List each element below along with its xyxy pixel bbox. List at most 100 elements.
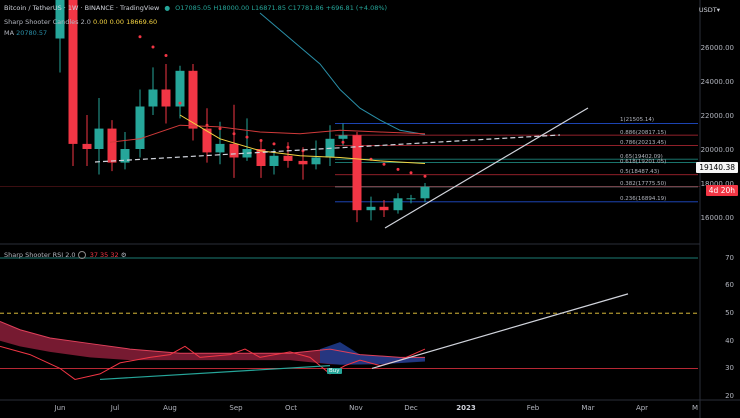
- sar-dot: [409, 171, 413, 175]
- rsi-ribbon-blue: [320, 342, 425, 365]
- settings-icon[interactable]: ⚙: [120, 251, 127, 259]
- ma-line: [259, 12, 426, 136]
- candle: [406, 198, 416, 200]
- chart-title-bar: Bitcoin / TetherUS · 1W · BINANCE · Trad…: [4, 4, 387, 12]
- rsi-line: [0, 321, 425, 358]
- price-tick: 22000.00: [700, 112, 734, 120]
- sar-dot: [355, 150, 359, 154]
- candle: [420, 186, 430, 199]
- candle: [148, 89, 158, 107]
- time-tick: Dec: [404, 404, 418, 412]
- rsi-tick: 60: [725, 281, 734, 289]
- time-tick: Oct: [284, 404, 298, 412]
- fib-label: 0.786(20213.45): [620, 140, 667, 146]
- price-tick: 18000.00: [700, 180, 734, 188]
- rsi-tick: 30: [725, 364, 734, 372]
- symbol-title[interactable]: Bitcoin / TetherUS · 1W · BINANCE · Trad…: [4, 4, 160, 12]
- time-tick: Jun: [54, 404, 66, 412]
- sar-dot: [382, 162, 386, 166]
- candle: [298, 160, 308, 165]
- candle: [338, 135, 348, 139]
- time-tick: Aug: [163, 404, 177, 412]
- time-tick: Apr: [635, 404, 649, 412]
- candle: [379, 206, 389, 211]
- price-tick: 20000.00: [700, 146, 734, 154]
- sar-dot: [218, 127, 222, 131]
- price-tick: 24000.00: [700, 78, 734, 86]
- rsi-support-line: [99, 365, 331, 381]
- fib-label: 0.618(19201.05): [620, 159, 667, 165]
- rsi-tick: 40: [725, 337, 734, 345]
- fib-label: 0.886(20817.15): [620, 130, 667, 136]
- sar-dot: [272, 142, 276, 146]
- uptrend-line: [384, 107, 589, 229]
- fib-label: 0.65(19402.09): [620, 154, 663, 160]
- candles-indicator-legend[interactable]: Sharp Shooter Candles 2.0 0.00 0.00 1866…: [4, 18, 157, 26]
- sar-dot: [164, 54, 168, 57]
- candle: [107, 128, 117, 163]
- ma-indicator-legend[interactable]: MA 20780.57: [4, 29, 47, 37]
- rsi-fast-line: [0, 345, 426, 380]
- price-tick: 26000.00: [700, 44, 734, 52]
- rsi-ribbon: [0, 321, 425, 365]
- ohlc-values: O17085.05 H18000.00 L16871.85 C17781.86 …: [175, 4, 388, 12]
- rsi-tick: 70: [725, 254, 734, 262]
- band-line: [109, 124, 426, 143]
- candle: [366, 206, 376, 211]
- time-tick: Nov: [349, 404, 363, 412]
- indicator-name: Sharp Shooter Candles 2.0: [4, 18, 91, 26]
- chevron-down-icon: ▾: [716, 6, 720, 14]
- rsi-tick: 20: [725, 392, 734, 400]
- signal-line: [179, 114, 426, 164]
- time-tick: Feb: [526, 404, 540, 412]
- fib-label: 1(21505.14): [620, 117, 655, 123]
- candle: [175, 70, 185, 107]
- fib-label: 0.236(16894.19): [620, 196, 667, 202]
- rsi-indicator-legend[interactable]: Sharp Shooter RSI 2.0 37 35 32 ⚙: [4, 251, 127, 259]
- ma-value: 20780.57: [16, 29, 48, 37]
- sar-dot: [245, 135, 249, 139]
- rsi-params: 37 35 32: [89, 251, 119, 259]
- time-tick: Sep: [229, 404, 243, 412]
- time-tick: M: [691, 404, 699, 412]
- sar-dot: [286, 145, 290, 149]
- candle: [202, 128, 212, 153]
- candle: [352, 135, 362, 211]
- rsi-tick: 50: [725, 309, 734, 317]
- candle: [94, 128, 104, 149]
- sar-dot: [191, 113, 195, 117]
- time-tick: 2023: [456, 404, 476, 412]
- dashed-trendline: [94, 134, 561, 163]
- candle: [393, 198, 403, 211]
- time-tick: Mar: [581, 404, 595, 412]
- rsi-name: Sharp Shooter RSI 2.0: [4, 251, 76, 259]
- sar-dot: [396, 167, 400, 171]
- sar-dot: [151, 45, 155, 49]
- fib-label: 0.5(18487.43): [620, 169, 660, 175]
- candle: [120, 149, 130, 163]
- countdown-badge: 4d 20h: [705, 185, 738, 196]
- sar-dot: [423, 174, 427, 178]
- candle: [283, 155, 293, 161]
- rsi-uptrend-line: [371, 293, 629, 369]
- ma-name: MA: [4, 29, 15, 37]
- candle: [68, 0, 78, 144]
- candle: [229, 143, 239, 158]
- currency-selector[interactable]: USDT▾: [699, 6, 720, 14]
- fib-label: 0.382(17775.50): [620, 181, 667, 187]
- price-tick: 16000.00: [700, 214, 734, 222]
- candle: [55, 0, 65, 39]
- buy-signal-label: Buy: [327, 368, 342, 374]
- live-dot-icon: ●: [164, 4, 171, 12]
- candle: [188, 70, 198, 129]
- sar-dot: [341, 140, 345, 144]
- candle: [311, 157, 321, 165]
- sar-dot: [138, 35, 142, 39]
- candle: [269, 155, 279, 166]
- visibility-eye-icon[interactable]: [77, 251, 86, 259]
- indicator-values: 0.00 0.00 18669.60: [93, 18, 158, 26]
- sar-dot: [259, 139, 263, 142]
- candle: [256, 149, 266, 166]
- time-tick: Jul: [110, 404, 120, 412]
- candle: [135, 106, 145, 149]
